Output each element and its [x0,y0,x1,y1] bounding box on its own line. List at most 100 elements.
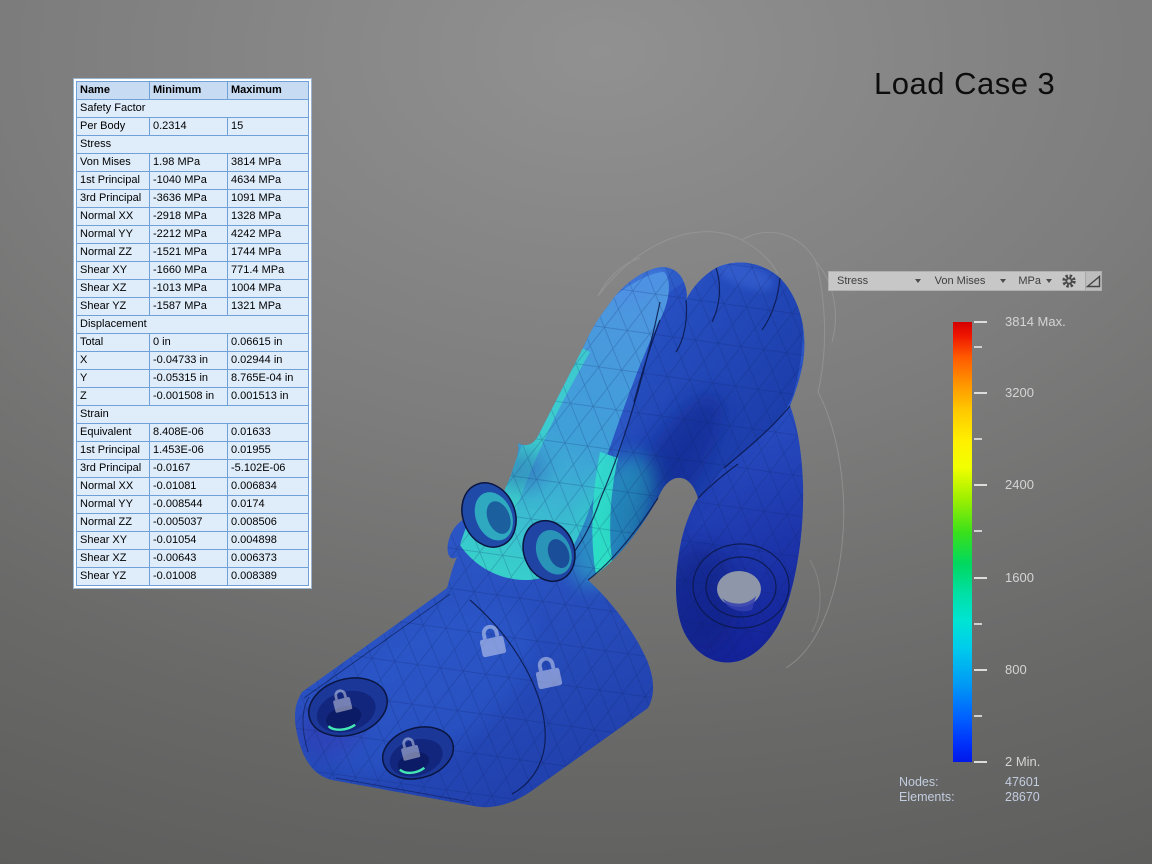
result-min: -1040 MPa [149,171,228,190]
result-name: Z [76,387,150,406]
legend-settings-button[interactable] [1061,273,1077,289]
result-type-dropdown[interactable]: Stress [829,272,921,290]
result-component-dropdown[interactable]: Von Mises [935,272,1007,290]
result-name: Shear XY [76,261,150,280]
result-name: Y [76,369,150,388]
elements-value: 28670 [1005,790,1040,804]
result-min: -3636 MPa [149,189,228,208]
nodes-label: Nodes: [899,775,939,789]
col-header-name: Name [76,81,150,100]
result-name: 3rd Principal [76,189,150,208]
result-name: 3rd Principal [76,459,150,478]
legend-tick [974,668,987,671]
result-min: 8.408E-06 [149,423,228,442]
result-name: Normal YY [76,495,150,514]
result-min: -0.01081 [149,477,228,496]
legend-toolbar: Stress Von Mises MPa [828,271,1102,291]
result-min: -0.0167 [149,459,228,478]
result-max: 0.01633 [227,423,309,442]
legend-scale-button[interactable] [1085,272,1101,290]
result-name: 1st Principal [76,441,150,460]
result-max: 3814 MPa [227,153,309,172]
result-max: 4634 MPa [227,171,309,190]
result-name: Shear XZ [76,279,150,298]
result-max: 0.006373 [227,549,309,568]
result-row: Shear YZ -0.01008 0.008389 [76,567,309,586]
result-name: Normal XX [76,477,150,496]
section-row: Strain [76,405,309,424]
section-row: Safety Factor [76,99,309,118]
legend-minor-tick [974,438,982,441]
table-header-row: Name Minimum Maximum [76,81,309,100]
legend-tick [974,391,987,394]
result-min: -0.00643 [149,549,228,568]
result-max: 0.001513 in [227,387,309,406]
result-row: 1st Principal 1.453E-06 0.01955 [76,441,309,460]
legend-tick-label: 3814 Max. [1005,314,1066,329]
result-max: 0.01955 [227,441,309,460]
section-row: Displacement [76,315,309,334]
load-case-title: Load Case 3 [874,66,1056,101]
result-row: X -0.04733 in 0.02944 in [76,351,309,370]
result-row: Y -0.05315 in 8.765E-04 in [76,369,309,388]
result-row: Per Body 0.2314 15 [76,117,309,136]
result-name: Equivalent [76,423,150,442]
result-name: Shear YZ [76,297,150,316]
result-min: -1521 MPa [149,243,228,262]
result-name: Normal XX [76,207,150,226]
result-name: Shear XZ [76,549,150,568]
result-row: Shear YZ -1587 MPa 1321 MPa [76,297,309,316]
legend-tick [974,321,987,323]
result-min: 1.453E-06 [149,441,228,460]
unit-dropdown[interactable]: MPa [1018,272,1052,290]
result-max: 8.765E-04 in [227,369,309,388]
result-name: Normal ZZ [76,513,150,532]
result-max: 771.4 MPa [227,261,309,280]
legend-triangle-icon [1086,274,1101,287]
result-min: -1660 MPa [149,261,228,280]
bolt-hole [522,520,576,582]
result-min: -0.008544 [149,495,228,514]
unit-label: MPa [1018,275,1041,287]
result-min: 1.98 MPa [149,153,228,172]
result-row: Shear XZ -0.00643 0.006373 [76,549,309,568]
result-max: 1321 MPa [227,297,309,316]
result-row: Normal XX -0.01081 0.006834 [76,477,309,496]
legend-tick-label: 2400 [1005,477,1034,493]
result-name: Shear YZ [76,567,150,586]
result-min: -2212 MPa [149,225,228,244]
feature-edges [302,267,791,803]
result-row: Z -0.001508 in 0.001513 in [76,387,309,406]
chevron-down-icon [914,279,921,283]
bolt-hole [461,482,517,548]
result-max: 0.008506 [227,513,309,532]
nodes-value: 47601 [1005,775,1040,789]
result-row: Normal YY -0.008544 0.0174 [76,495,309,514]
legend-tick [974,761,987,763]
result-max: 1744 MPa [227,243,309,262]
result-type-label: Stress [837,275,869,287]
legend-minor-tick [974,622,982,625]
result-row: Normal XX -2918 MPa 1328 MPa [76,207,309,226]
gear-icon [1062,274,1076,288]
stress-colored-part [294,262,805,808]
result-name: Shear XY [76,531,150,550]
result-name: Per Body [76,117,150,136]
result-name: X [76,351,150,370]
result-max: 0.0174 [227,495,309,514]
result-row: Total 0 in 0.06615 in [76,333,309,352]
result-min: -0.04733 in [149,351,228,370]
col-header-maximum: Maximum [227,81,309,100]
result-row: 3rd Principal -3636 MPa 1091 MPa [76,189,309,208]
result-max: 1004 MPa [227,279,309,298]
result-min: -0.005037 [149,513,228,532]
section-label: Displacement [76,315,309,334]
result-max: 0.006834 [227,477,309,496]
result-min: -1587 MPa [149,297,228,316]
result-component-label: Von Mises [934,275,986,287]
result-row: Normal ZZ -0.005037 0.008506 [76,513,309,532]
col-header-minimum: Minimum [149,81,228,100]
result-name: Von Mises [76,153,150,172]
